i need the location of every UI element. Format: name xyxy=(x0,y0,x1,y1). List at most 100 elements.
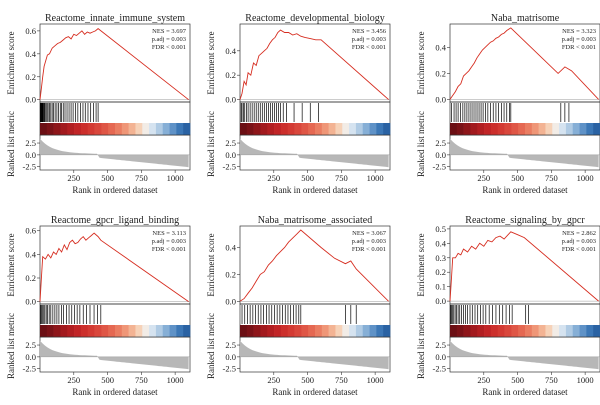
x-tick-label: 250 xyxy=(477,173,490,183)
rank-heat-segment xyxy=(280,123,289,135)
es-y-tick-label: 0.2 xyxy=(25,72,36,82)
rank-heat-segment xyxy=(545,123,553,135)
rank-heat-segment xyxy=(301,325,309,337)
rank-heat-segment xyxy=(497,325,505,337)
rank-heat-segment xyxy=(355,123,364,135)
x-axis-label: Rank in ordered dataset xyxy=(272,387,358,397)
x-tick-label: 1000 xyxy=(367,375,384,385)
es-y-tick-label: 0.0 xyxy=(435,296,446,306)
rank-heat-segment xyxy=(484,123,492,135)
rank-heat-segment xyxy=(328,123,336,135)
stats-line: NES = 2.862 xyxy=(562,230,596,237)
rank-heat-segment xyxy=(504,325,512,337)
rank-heat-segment xyxy=(142,325,150,337)
enrichment-score-line xyxy=(239,229,389,302)
rank-heat-segment xyxy=(80,123,89,135)
metric-y-tick-label: -2.5 xyxy=(223,364,236,374)
rank-heat-segment xyxy=(565,123,574,135)
x-axis-label: Rank in ordered dataset xyxy=(482,185,568,195)
rank-heat-segment xyxy=(518,123,526,135)
es-y-tick-label: 0.2 xyxy=(435,267,446,277)
rank-heat-segment xyxy=(67,123,75,135)
rank-heat-segment xyxy=(586,325,594,337)
rank-heat-segment xyxy=(169,325,177,337)
rank-heat-segment xyxy=(321,123,329,135)
ranked-metric-area xyxy=(40,138,189,168)
metric-y-tick-label: 0.0 xyxy=(225,352,236,362)
es-y-tick-label: 0.2 xyxy=(225,269,236,279)
enrichment-score-line xyxy=(39,232,189,302)
rank-heat-segment xyxy=(315,325,323,337)
panel-title: Reactome_innate_immune_system xyxy=(45,13,185,24)
rank-heat-segment xyxy=(531,123,539,135)
ranked-metric-area xyxy=(40,340,189,370)
es-y-tick-label: 0.4 xyxy=(435,238,446,248)
metric-y-tick-label: 2.5 xyxy=(435,138,446,148)
stats-line: p.adj = 0.003 xyxy=(562,36,596,43)
stats-line: NES = 3.456 xyxy=(352,28,387,35)
stats-line: p.adj = 0.003 xyxy=(152,238,186,245)
rank-heat-segment xyxy=(342,325,350,337)
rank-heat-segment xyxy=(328,325,336,337)
rank-heat-segment xyxy=(559,123,567,135)
rank-heat-segment xyxy=(308,325,316,337)
ranked-metric-area xyxy=(450,340,599,370)
rank-heat-segment xyxy=(456,123,464,135)
es-y-tick-label: 0.3 xyxy=(435,253,446,263)
rank-heat-segment xyxy=(87,123,95,135)
rank-heat-segment xyxy=(162,325,170,337)
es-y-tick-label: 0.0 xyxy=(225,296,236,306)
rank-heat-segment xyxy=(383,123,391,135)
rank-heat-segment xyxy=(53,123,61,135)
gsea-panel-5: Naba_matrisome_associated 0.0 0.2 0.4 Enrich… xyxy=(206,215,391,397)
rank-heat-segment xyxy=(545,325,553,337)
es-axis-label: Enrichment score xyxy=(6,233,16,296)
rank-heat-segment xyxy=(518,325,526,337)
x-tick-label: 250 xyxy=(267,173,280,183)
rank-heat-segment xyxy=(456,325,464,337)
rank-heat-segment xyxy=(450,325,458,337)
rank-heat-segment xyxy=(525,325,533,337)
x-axis-label: Rank in ordered dataset xyxy=(482,387,568,397)
rank-heat-segment xyxy=(552,123,560,135)
rank-heat-segment xyxy=(301,123,309,135)
metric-axis-label: Ranked list metric xyxy=(206,111,216,177)
rank-heat-segment xyxy=(450,123,458,135)
x-tick-label: 500 xyxy=(511,375,524,385)
rank-heat-segment xyxy=(308,123,316,135)
x-tick-label: 1000 xyxy=(577,375,594,385)
rank-heat-segment xyxy=(383,325,391,337)
rank-heat-segment xyxy=(287,123,295,135)
es-axis-label: Enrichment score xyxy=(206,31,216,94)
rank-heat-segment xyxy=(504,123,512,135)
metric-y-tick-label: 2.5 xyxy=(225,138,236,148)
stats-line: p.adj = 0.003 xyxy=(352,238,386,245)
metric-y-tick-label: 0.0 xyxy=(435,352,446,362)
metric-y-tick-label: 0.0 xyxy=(25,352,36,362)
es-axis-label: Enrichment score xyxy=(6,31,16,94)
metric-y-tick-label: 2.5 xyxy=(435,340,446,350)
enrichment-score-line xyxy=(449,27,599,100)
enrichment-score-line xyxy=(239,29,389,100)
es-y-tick-label: 0.1 xyxy=(435,282,446,292)
metric-y-tick-label: -2.5 xyxy=(223,162,236,172)
metric-y-tick-label: -2.5 xyxy=(433,364,446,374)
rank-heat-segment xyxy=(267,123,275,135)
x-tick-label: 250 xyxy=(267,375,280,385)
es-y-tick-label: 0.6 xyxy=(25,226,36,236)
es-y-tick-label: 0.6 xyxy=(25,26,36,36)
x-tick-label: 750 xyxy=(335,173,348,183)
x-tick-label: 500 xyxy=(101,375,114,385)
metric-y-tick-label: -2.5 xyxy=(23,364,36,374)
es-axis-label: Enrichment score xyxy=(416,31,426,94)
x-tick-label: 500 xyxy=(511,173,524,183)
rank-heat-segment xyxy=(349,325,357,337)
metric-y-tick-label: 0.0 xyxy=(25,150,36,160)
es-y-tick-label: 0.2 xyxy=(435,68,446,78)
rank-heat-segment xyxy=(593,325,600,337)
rank-heat-segment xyxy=(376,325,384,337)
x-tick-label: 750 xyxy=(335,375,348,385)
x-axis-label: Rank in ordered dataset xyxy=(272,185,358,195)
rank-heat-segment xyxy=(294,325,302,337)
